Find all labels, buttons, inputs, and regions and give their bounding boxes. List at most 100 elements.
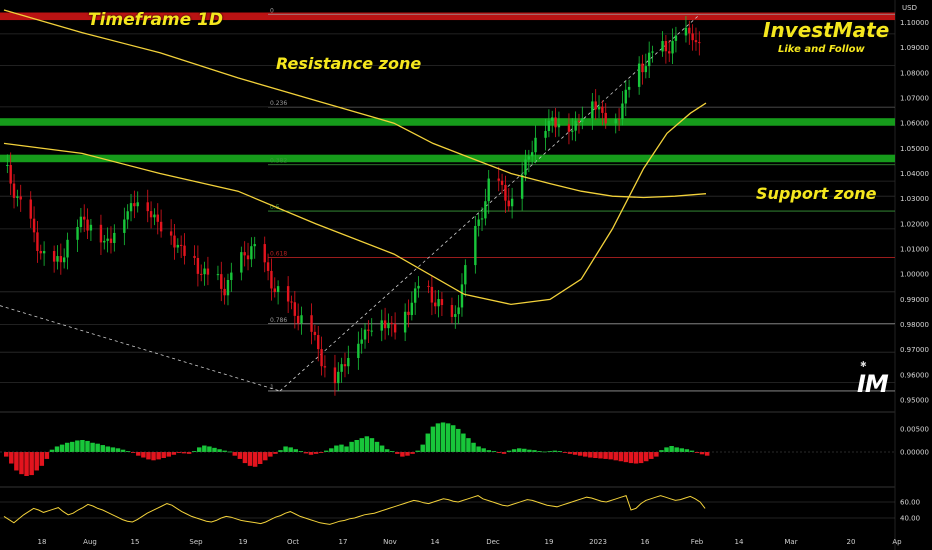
candle-body (363, 329, 367, 340)
candle-body (19, 196, 22, 200)
histogram-bar (329, 448, 334, 452)
histogram-bar (481, 448, 486, 452)
histogram-bar (608, 452, 613, 460)
x-axis-label: Dec (486, 538, 500, 546)
candle-body (457, 307, 460, 315)
price-axis-label: 0.96000 (900, 371, 929, 379)
candle-body (296, 315, 300, 324)
candle-body (380, 320, 383, 331)
price-axis-label: 0.98000 (900, 321, 929, 329)
candle-body (474, 225, 477, 266)
histogram-bar (339, 444, 344, 452)
candle-body (223, 288, 226, 296)
candle-body (149, 211, 153, 218)
candle-body (390, 322, 393, 325)
candle-body (36, 232, 39, 251)
candle-body (617, 119, 621, 121)
x-axis-label: 19 (239, 538, 248, 546)
candle-body (567, 124, 571, 132)
candle-body (454, 314, 457, 317)
candle-body (176, 244, 180, 248)
histogram-bar (679, 448, 685, 452)
x-axis-label: 15 (131, 538, 140, 546)
x-axis-label: 2023 (589, 538, 607, 546)
x-axis-label: Feb (691, 538, 704, 546)
candle-body (688, 27, 691, 34)
candle-body (661, 41, 664, 52)
candle-body (668, 51, 671, 54)
logo-dot-icon: ✱ (860, 360, 867, 369)
candle-body (66, 239, 69, 258)
histogram-bar (273, 452, 278, 454)
candle-body (313, 331, 317, 336)
candle-body (594, 101, 597, 110)
candle-body (86, 219, 89, 231)
histogram-bar (694, 452, 700, 453)
candle-body (317, 335, 320, 350)
candle-body (520, 174, 524, 199)
fibonacci-level-label: 0.5 (270, 204, 280, 211)
trend-line (279, 13, 701, 392)
histogram-bar (547, 451, 552, 452)
histogram-bar (298, 451, 304, 452)
histogram-bar (318, 452, 324, 453)
candle-body (621, 103, 624, 120)
histogram-bar (496, 452, 502, 453)
candle-body (129, 203, 133, 212)
price-zone-band (0, 118, 895, 126)
candle-body (383, 320, 387, 329)
x-axis-label: Sep (189, 538, 203, 546)
histogram-bar (24, 452, 29, 476)
candle-body (644, 66, 648, 73)
candle-body (300, 315, 303, 324)
histogram-bar (334, 445, 339, 452)
candle-body (627, 86, 631, 90)
histogram-bar (415, 450, 420, 452)
candle-body (691, 33, 694, 41)
x-axis-label: Ap (892, 538, 902, 546)
histogram-bar (537, 451, 542, 452)
histogram-bar (567, 452, 573, 454)
candle-body (581, 118, 584, 123)
candle-body (484, 201, 487, 219)
histogram-bar (603, 452, 608, 459)
candle-body (9, 164, 12, 184)
candle-body (56, 256, 59, 262)
histogram-bar (349, 441, 354, 452)
fibonacci-level-label: 0.786 (270, 317, 287, 324)
histogram-bar (390, 451, 395, 452)
candle-body (504, 184, 507, 201)
trend-line (0, 305, 281, 392)
histogram-bar (303, 452, 309, 454)
candle-body (571, 130, 574, 132)
candle-body (253, 244, 256, 247)
rsi-line (3, 494, 706, 525)
candle-body (544, 131, 547, 138)
price-axis-label: 1.00000 (900, 271, 929, 279)
histogram-bar (461, 433, 466, 452)
candle-body (387, 322, 390, 329)
histogram-bar (420, 444, 425, 452)
fibonacci-level-label: 1 (270, 384, 274, 391)
histogram-bar (146, 452, 151, 460)
histogram-bar (649, 452, 654, 459)
histogram-bar (572, 452, 578, 455)
candle-body (29, 199, 32, 219)
x-axis-label: Oct (287, 538, 299, 546)
histogram-bar (557, 451, 563, 452)
histogram-bar (313, 452, 319, 454)
histogram-bar (400, 452, 405, 457)
histogram-bar (588, 452, 593, 458)
histogram-bar (562, 452, 568, 453)
x-axis-label: 18 (38, 538, 47, 546)
candle-body (113, 232, 116, 243)
histogram-bar (577, 452, 583, 456)
histogram-bar (450, 425, 456, 452)
candle-body (246, 255, 250, 260)
candle-body (460, 284, 464, 308)
candle-body (530, 152, 534, 157)
candle-body (694, 40, 698, 43)
candle-body (266, 262, 270, 271)
candle-body (430, 286, 434, 303)
